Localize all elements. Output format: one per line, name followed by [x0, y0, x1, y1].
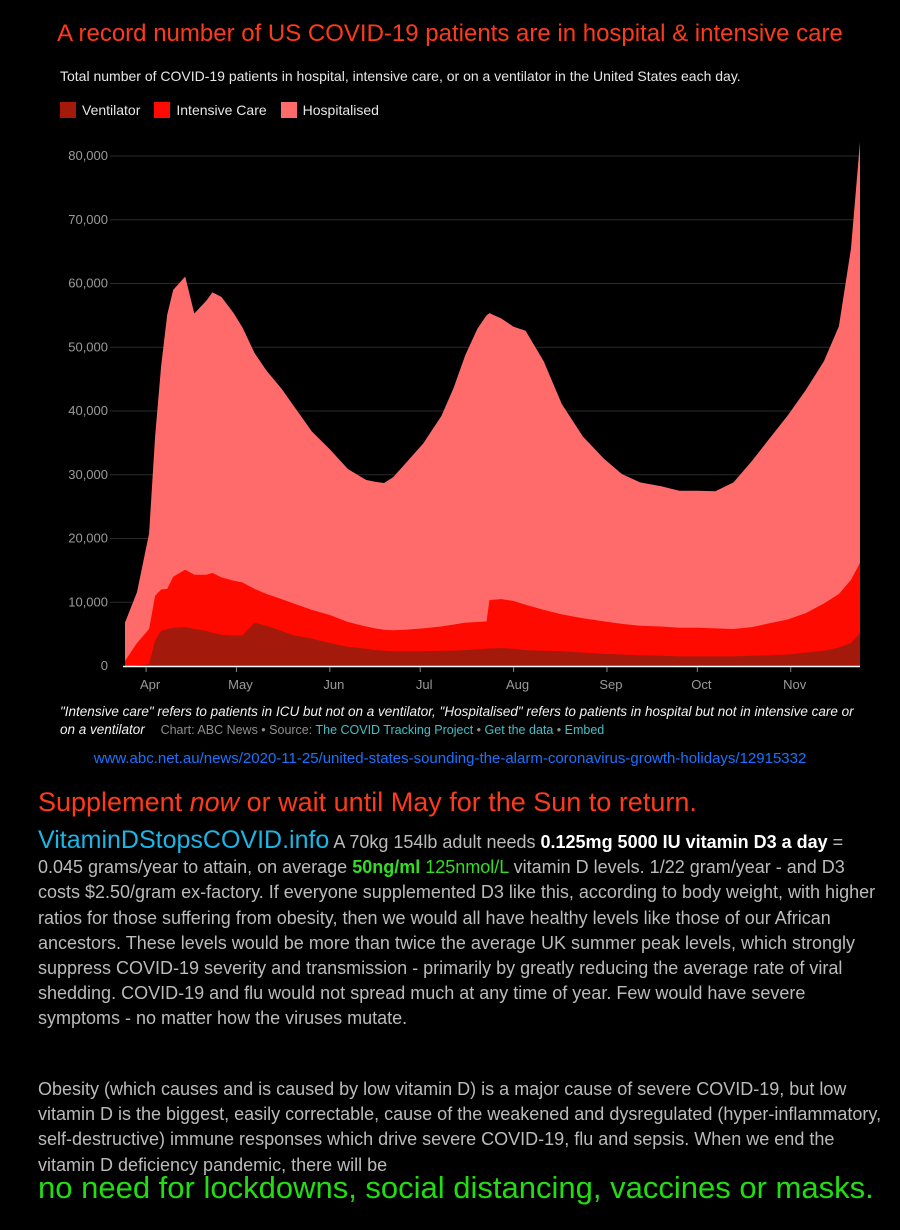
- site-link[interactable]: VitaminDStopsCOVID.info: [38, 826, 330, 854]
- x-tick-label-apr: Apr: [140, 677, 161, 692]
- y-tick-label-40000: 40,000: [68, 403, 108, 418]
- level-nmol-text: 125nmol/L: [420, 857, 509, 878]
- legend-label-ventilator: Ventilator: [82, 102, 141, 118]
- legend-item-hospitalised: Hospitalised: [280, 102, 379, 118]
- y-tick-label-70000: 70,000: [68, 212, 108, 227]
- legend-item-intensive-care: Intensive Care: [154, 102, 267, 118]
- credit-sep-1: •: [473, 723, 485, 737]
- x-tick-label-jun: Jun: [323, 677, 344, 692]
- supplement-pre: Supplement: [38, 787, 190, 817]
- paragraph-1: VitaminDStopsCOVID.info A 70kg 154lb adu…: [38, 826, 878, 1032]
- y-tick-label-30000: 30,000: [68, 467, 108, 482]
- supplement-post: or wait until May for the Sun to return.: [239, 787, 697, 817]
- y-tick-label-0: 0: [101, 658, 108, 673]
- area-series-hospitalised: [125, 142, 860, 666]
- chart-legend: Ventilator Intensive Care Hospitalised: [60, 102, 379, 118]
- footnote-text: "Intensive care" refers to patients in I…: [60, 704, 854, 737]
- p1-part-a: A 70kg 154lb adult needs: [329, 832, 541, 852]
- x-tick-label-sep: Sep: [599, 677, 622, 692]
- y-tick-label-10000: 10,000: [68, 594, 108, 609]
- p1-part-b: = 0.045 grams/year to attain, on average: [38, 832, 844, 878]
- legend-label-hospitalised: Hospitalised: [302, 102, 379, 118]
- legend-label-intensive-care: Intensive Care: [176, 102, 267, 118]
- article-url-link[interactable]: www.abc.net.au/news/2020-11-25/united-st…: [93, 750, 807, 767]
- x-tick-label-nov: Nov: [783, 677, 807, 692]
- area-series-ventilator: [125, 622, 860, 666]
- credit-sep-2: •: [553, 723, 565, 737]
- chart-credit: Chart: ABC News • Source: The COVID Trac…: [161, 723, 605, 737]
- level-ng-text: 50ng/ml: [352, 857, 421, 878]
- supplement-heading: Supplement now or wait until May for the…: [38, 787, 697, 818]
- legend-swatch-intensive-care: [154, 102, 171, 118]
- y-tick-label-50000: 50,000: [68, 339, 108, 354]
- supplement-emphasis: now: [189, 787, 240, 817]
- source-link[interactable]: The COVID Tracking Project: [315, 723, 474, 737]
- x-tick-label-aug: Aug: [506, 677, 529, 692]
- dose-text: 0.125mg 5000 IU vitamin D3 a day: [540, 832, 828, 852]
- legend-swatch-hospitalised: [280, 102, 297, 118]
- credit-prefix: Chart: ABC News • Source:: [160, 723, 316, 737]
- p1-part-c: vitamin D levels. 1/22 gram/year - and D…: [38, 857, 876, 1029]
- y-tick-label-60000: 60,000: [68, 276, 108, 291]
- x-tick-label-jul: Jul: [416, 677, 433, 692]
- headline: A record number of US COVID-19 patients …: [57, 20, 843, 47]
- get-data-link[interactable]: Get the data: [484, 723, 554, 737]
- chart-footnote: "Intensive care" refers to patients in I…: [60, 703, 860, 739]
- final-slogan: no need for lockdowns, social distancing…: [38, 1170, 874, 1205]
- chart-subtitle: Total number of COVID-19 patients in hos…: [60, 68, 741, 84]
- covid-hospital-chart: 0 10,000 20,000 30,000 40,000 50,000 60,000 70,…: [68, 142, 860, 692]
- y-tick-label-20000: 20,000: [68, 531, 108, 546]
- y-tick-label-80000: 80,000: [68, 148, 108, 163]
- x-tick-label-may: May: [228, 677, 253, 692]
- legend-swatch-ventilator: [60, 102, 76, 118]
- legend-item-ventilator: Ventilator: [60, 102, 140, 118]
- x-tick-label-oct: Oct: [691, 677, 712, 692]
- embed-link[interactable]: Embed: [564, 723, 605, 737]
- paragraph-2: Obesity (which causes and is caused by l…: [38, 1079, 882, 1175]
